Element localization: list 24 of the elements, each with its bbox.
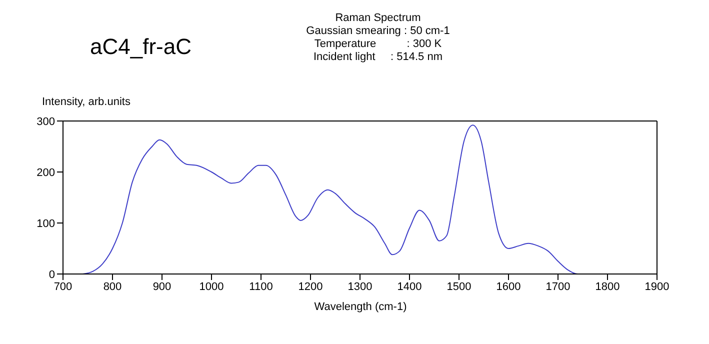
text: Gaussian smearing : 50 cm-1 bbox=[305, 25, 451, 38]
x-axis-title: Wavelength (cm-1) bbox=[313, 301, 408, 313]
x-tick-label: 1900 bbox=[644, 280, 670, 293]
y-tick-label: 200 bbox=[36, 166, 55, 179]
x-tick-label: 1600 bbox=[496, 280, 521, 293]
x-tick-label: 1400 bbox=[397, 280, 422, 293]
text: Incident light : 514.5 nm bbox=[312, 51, 444, 64]
y-tick-label: 300 bbox=[36, 116, 55, 128]
x-tick-label: 1500 bbox=[446, 280, 472, 293]
x-tick-label: 700 bbox=[54, 280, 72, 293]
chart-subtitle: Raman Spectrum bbox=[334, 12, 422, 25]
x-tick-label: 900 bbox=[152, 280, 172, 293]
text: Temperature : 300 K bbox=[313, 38, 443, 51]
x-tick-label: 800 bbox=[103, 280, 122, 293]
x-tick-label: 1700 bbox=[546, 280, 570, 293]
x-tick-label: 1200 bbox=[298, 280, 323, 293]
y-tick-label: 100 bbox=[36, 218, 55, 230]
x-tick-label: 1800 bbox=[595, 280, 620, 293]
y-axis-title: Intensity, arb.units bbox=[42, 96, 130, 108]
x-tick-label: 1100 bbox=[249, 280, 273, 293]
x-tick-label: 1300 bbox=[348, 280, 372, 293]
x-tick-label: 1000 bbox=[199, 280, 224, 293]
chart-title: aC4_fr-aC bbox=[90, 34, 192, 60]
y-tick-label: 0 bbox=[48, 268, 55, 281]
